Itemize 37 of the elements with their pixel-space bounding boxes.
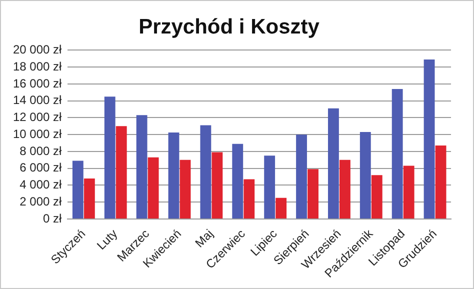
y-tick-label: 10 000 zł [13,126,62,141]
y-tick-label: 20 000 zł [13,42,62,57]
bar [424,59,435,218]
y-tick-label: 2 000 zł [20,194,62,208]
bar [244,179,255,218]
bar [168,132,180,218]
bar [104,96,116,218]
bar [84,178,95,218]
bar [136,115,148,218]
bar [72,160,84,218]
bar [264,156,276,218]
bar [212,152,223,218]
y-tick-label: 14 000 zł [13,93,62,108]
bar [371,175,382,218]
y-tick-label: 0 zł [43,211,62,226]
bar [116,126,127,218]
x-tick-label: Luty [94,226,120,253]
y-tick-label: 6 000 zł [20,160,62,175]
bar [392,89,403,218]
bar [360,132,371,218]
bar [328,108,339,218]
bar [180,160,191,218]
y-tick-label: 12 000 zł [13,110,62,124]
bar [276,198,287,218]
bar [200,125,212,218]
bar [308,169,318,218]
bar [148,157,159,218]
bar [296,134,307,218]
y-tick-label: 4 000 zł [20,178,62,192]
y-tick-label: 16 000 zł [13,76,62,90]
y-tick-label: 18 000 zł [13,59,62,74]
y-tick-label: 8 000 zł [20,144,62,158]
chart-title: Przychód i Koszty [138,15,320,38]
bar [339,160,350,218]
bar [403,166,414,218]
bar [232,144,244,218]
bar [435,146,446,218]
